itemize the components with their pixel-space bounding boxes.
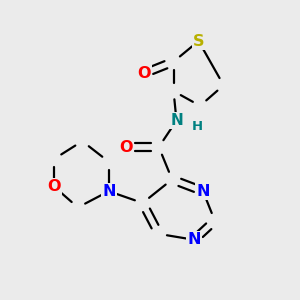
Text: H: H xyxy=(191,120,203,133)
Text: O: O xyxy=(48,179,61,194)
Text: N: N xyxy=(188,232,201,247)
Text: O: O xyxy=(137,66,151,81)
Text: N: N xyxy=(196,184,210,199)
Text: N: N xyxy=(102,184,116,199)
Text: O: O xyxy=(120,140,133,154)
Text: S: S xyxy=(193,34,204,49)
Text: N: N xyxy=(170,113,183,128)
